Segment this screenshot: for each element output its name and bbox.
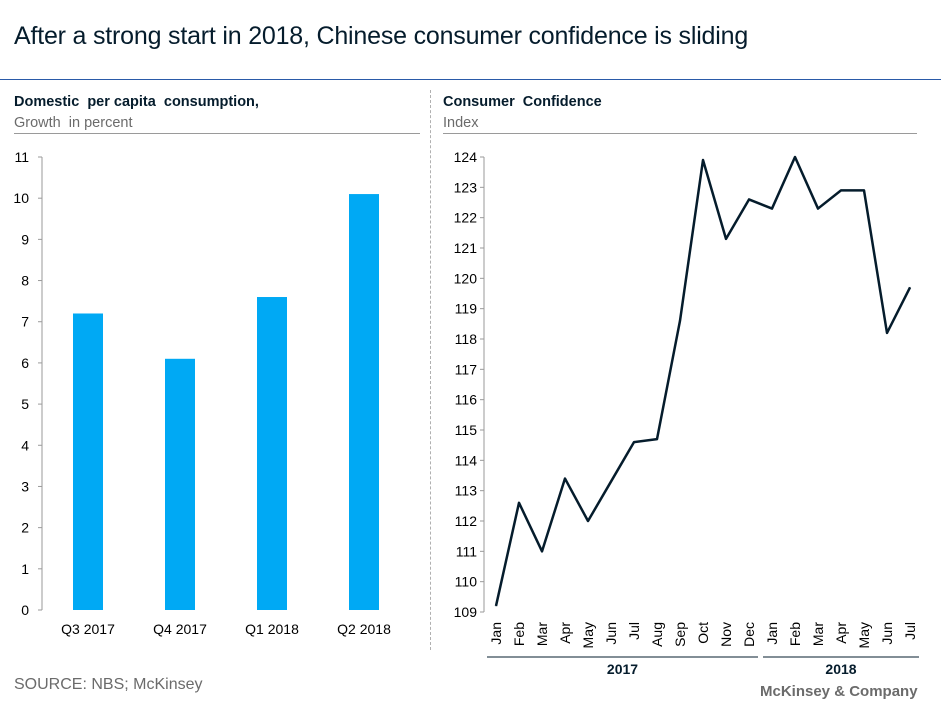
bar-y-tick-label: 7 xyxy=(21,314,29,330)
line-x-month-label: Sep xyxy=(672,622,688,647)
line-x-month-label: Jul xyxy=(626,622,642,640)
line-chart-subtitle: Index xyxy=(443,115,479,131)
bar-x-tick-label: Q2 2018 xyxy=(337,621,391,637)
consumer-confidence-point xyxy=(794,156,796,158)
consumer-confidence-point xyxy=(771,208,773,210)
line-x-month-label: Nov xyxy=(718,622,734,647)
source-note: SOURCE: NBS; McKinsey xyxy=(14,676,203,693)
line-y-tick-label: 118 xyxy=(455,331,478,347)
line-y-tick-label: 110 xyxy=(455,574,478,590)
line-x-month-label: May xyxy=(580,622,596,648)
bar-y-tick-label: 8 xyxy=(21,273,29,289)
bar-chart-title: Domestic per capita consumption, xyxy=(14,94,259,110)
line-x-month-label: Mar xyxy=(534,622,550,646)
consumer-confidence-point xyxy=(518,502,520,504)
bar-chart-subtitle: Growth in percent xyxy=(14,115,133,131)
line-y-tick-label: 120 xyxy=(454,270,478,286)
consumer-confidence-point xyxy=(886,332,888,334)
bar-y-tick-label: 11 xyxy=(14,149,29,165)
line-y-tick-label: 117 xyxy=(455,361,478,377)
line-x-month-label: Jul xyxy=(902,622,918,640)
line-x-month-label: Jun xyxy=(603,622,619,645)
brand-logo-text: McKinsey & Company xyxy=(760,683,918,700)
line-x-month-label: Apr xyxy=(833,622,849,644)
bar-y-tick-label: 1 xyxy=(21,561,29,577)
line-chart-title: Consumer Confidence xyxy=(443,94,602,110)
consumer-confidence-point xyxy=(817,208,819,210)
consumer-confidence-point xyxy=(725,238,727,240)
bar xyxy=(349,194,379,610)
bar-y-tick-label: 4 xyxy=(21,437,29,453)
bar xyxy=(165,358,195,610)
bar-x-tick-label: Q3 2017 xyxy=(61,621,115,637)
consumer-confidence-series-line xyxy=(494,155,912,607)
bar-x-tick-label: Q1 2018 xyxy=(245,621,299,637)
bar-chart: 0 1 2 3 4 5 6 7 8 9 10 11 Q3 2017 Q4 2017 Q1 2018 Q2 20… xyxy=(13,149,391,637)
consumer-confidence-point xyxy=(909,286,911,288)
line-y-tick-label: 111 xyxy=(456,543,477,559)
consumer-confidence-point xyxy=(564,478,566,480)
bar-x-tick-label: Q4 2017 xyxy=(153,621,207,637)
line-x-month-label: May xyxy=(856,622,872,648)
line-y-tick-label: 123 xyxy=(454,179,478,195)
line-y-tick-label: 114 xyxy=(455,452,478,468)
line-x-month-label: Aug xyxy=(649,622,665,647)
bar-y-tick-label: 2 xyxy=(21,520,29,536)
consumer-confidence-point xyxy=(633,441,635,443)
line-x-month-label: Dec xyxy=(741,622,757,647)
line-x-month-label: Apr xyxy=(557,622,573,644)
line-chart: 109 110 111 112 113 114 115 116 117 118 119 120 121 1… xyxy=(454,149,919,677)
bar-y-tick-label: 10 xyxy=(13,190,29,206)
line-y-tick-label: 109 xyxy=(454,604,478,620)
line-x-month-label: Oct xyxy=(695,622,711,644)
line-y-tick-label: 119 xyxy=(455,301,478,317)
line-y-tick-label: 112 xyxy=(455,513,478,529)
consumer-confidence-point xyxy=(610,481,612,483)
line-y-tick-label: 116 xyxy=(455,392,478,408)
line-x-month-label: Jan xyxy=(488,622,504,645)
bar-y-tick-label: 9 xyxy=(21,231,29,247)
bar-chart-header-rule xyxy=(14,133,420,134)
year-group-label: 2018 xyxy=(825,661,856,677)
consumer-confidence-point xyxy=(840,189,842,191)
line-y-tick-label: 115 xyxy=(455,422,478,438)
consumer-confidence-point xyxy=(541,550,543,552)
line-x-month-label: Feb xyxy=(787,622,803,646)
line-y-tick-label: 124 xyxy=(454,149,478,165)
panel-divider xyxy=(430,90,431,650)
bar-y-tick-label: 6 xyxy=(21,355,29,371)
consumer-confidence-point xyxy=(656,438,658,440)
consumer-confidence-point xyxy=(587,520,589,522)
consumer-confidence-point xyxy=(679,320,681,322)
consumer-confidence-point xyxy=(748,198,750,200)
consumer-confidence-point xyxy=(495,605,497,607)
bar-y-tick-label: 3 xyxy=(21,478,29,494)
line-y-tick-label: 121 xyxy=(454,240,478,256)
line-y-tick-label: 122 xyxy=(454,210,478,226)
line-chart-header-rule xyxy=(443,133,917,134)
year-group-label: 2017 xyxy=(607,661,638,677)
title-rule xyxy=(0,79,941,80)
consumer-confidence-point xyxy=(702,159,704,161)
line-x-month-label: Feb xyxy=(511,622,527,646)
bar-y-tick-label: 5 xyxy=(21,396,29,412)
bar xyxy=(73,313,103,610)
line-x-month-label: Jan xyxy=(764,622,780,645)
line-x-month-label: Mar xyxy=(810,622,826,646)
bar xyxy=(257,297,287,610)
line-x-month-label: Jun xyxy=(879,622,895,645)
line-y-tick-label: 113 xyxy=(455,483,478,499)
page-title: After a strong start in 2018, Chinese co… xyxy=(14,22,749,50)
bar-y-tick-label: 0 xyxy=(21,602,29,618)
consumer-confidence-point xyxy=(863,189,865,191)
